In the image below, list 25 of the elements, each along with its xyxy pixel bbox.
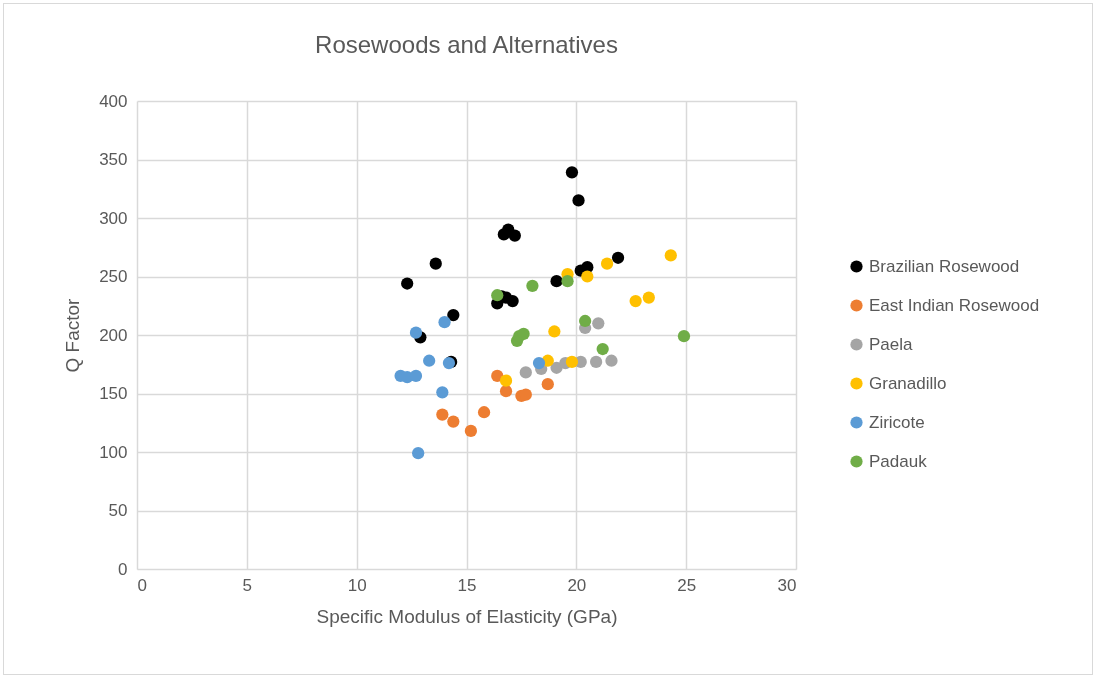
y-tick-label: 200: [99, 325, 128, 345]
x-tick-label: 10: [347, 575, 367, 595]
y-tick-label: 250: [99, 267, 128, 286]
x-tick-label: 0: [137, 575, 147, 595]
y-tick-label: 400: [99, 91, 128, 111]
x-tick-label: 5: [242, 575, 253, 595]
y-tick-label: 350: [99, 150, 128, 169]
x-axis-title: Specific Modulus of Elasticity (GPa): [316, 605, 618, 627]
y-tick-label: 0: [118, 559, 128, 579]
legend-label: Paela: [869, 334, 914, 354]
x-tick-label: 20: [567, 575, 587, 595]
y-tick-label: 150: [99, 384, 128, 403]
legend-label: Padauk: [869, 451, 928, 471]
y-tick-label: 50: [108, 501, 128, 520]
x-tick-label: 30: [777, 575, 797, 595]
x-tick-label: 15: [457, 575, 477, 595]
y-tick-label: 100: [99, 442, 128, 462]
y-tick-label: 300: [99, 208, 128, 228]
y-axis-title: Q Factor: [62, 297, 84, 373]
legend-label: Brazilian Rosewood: [869, 256, 1020, 276]
chart-title: Rosewoods and Alternatives: [315, 31, 618, 58]
legend-label: East Indian Rosewood: [869, 295, 1040, 315]
x-tick-label: 25: [677, 575, 697, 595]
legend-label: Granadillo: [869, 373, 947, 393]
legend-label: Ziricote: [869, 412, 925, 432]
